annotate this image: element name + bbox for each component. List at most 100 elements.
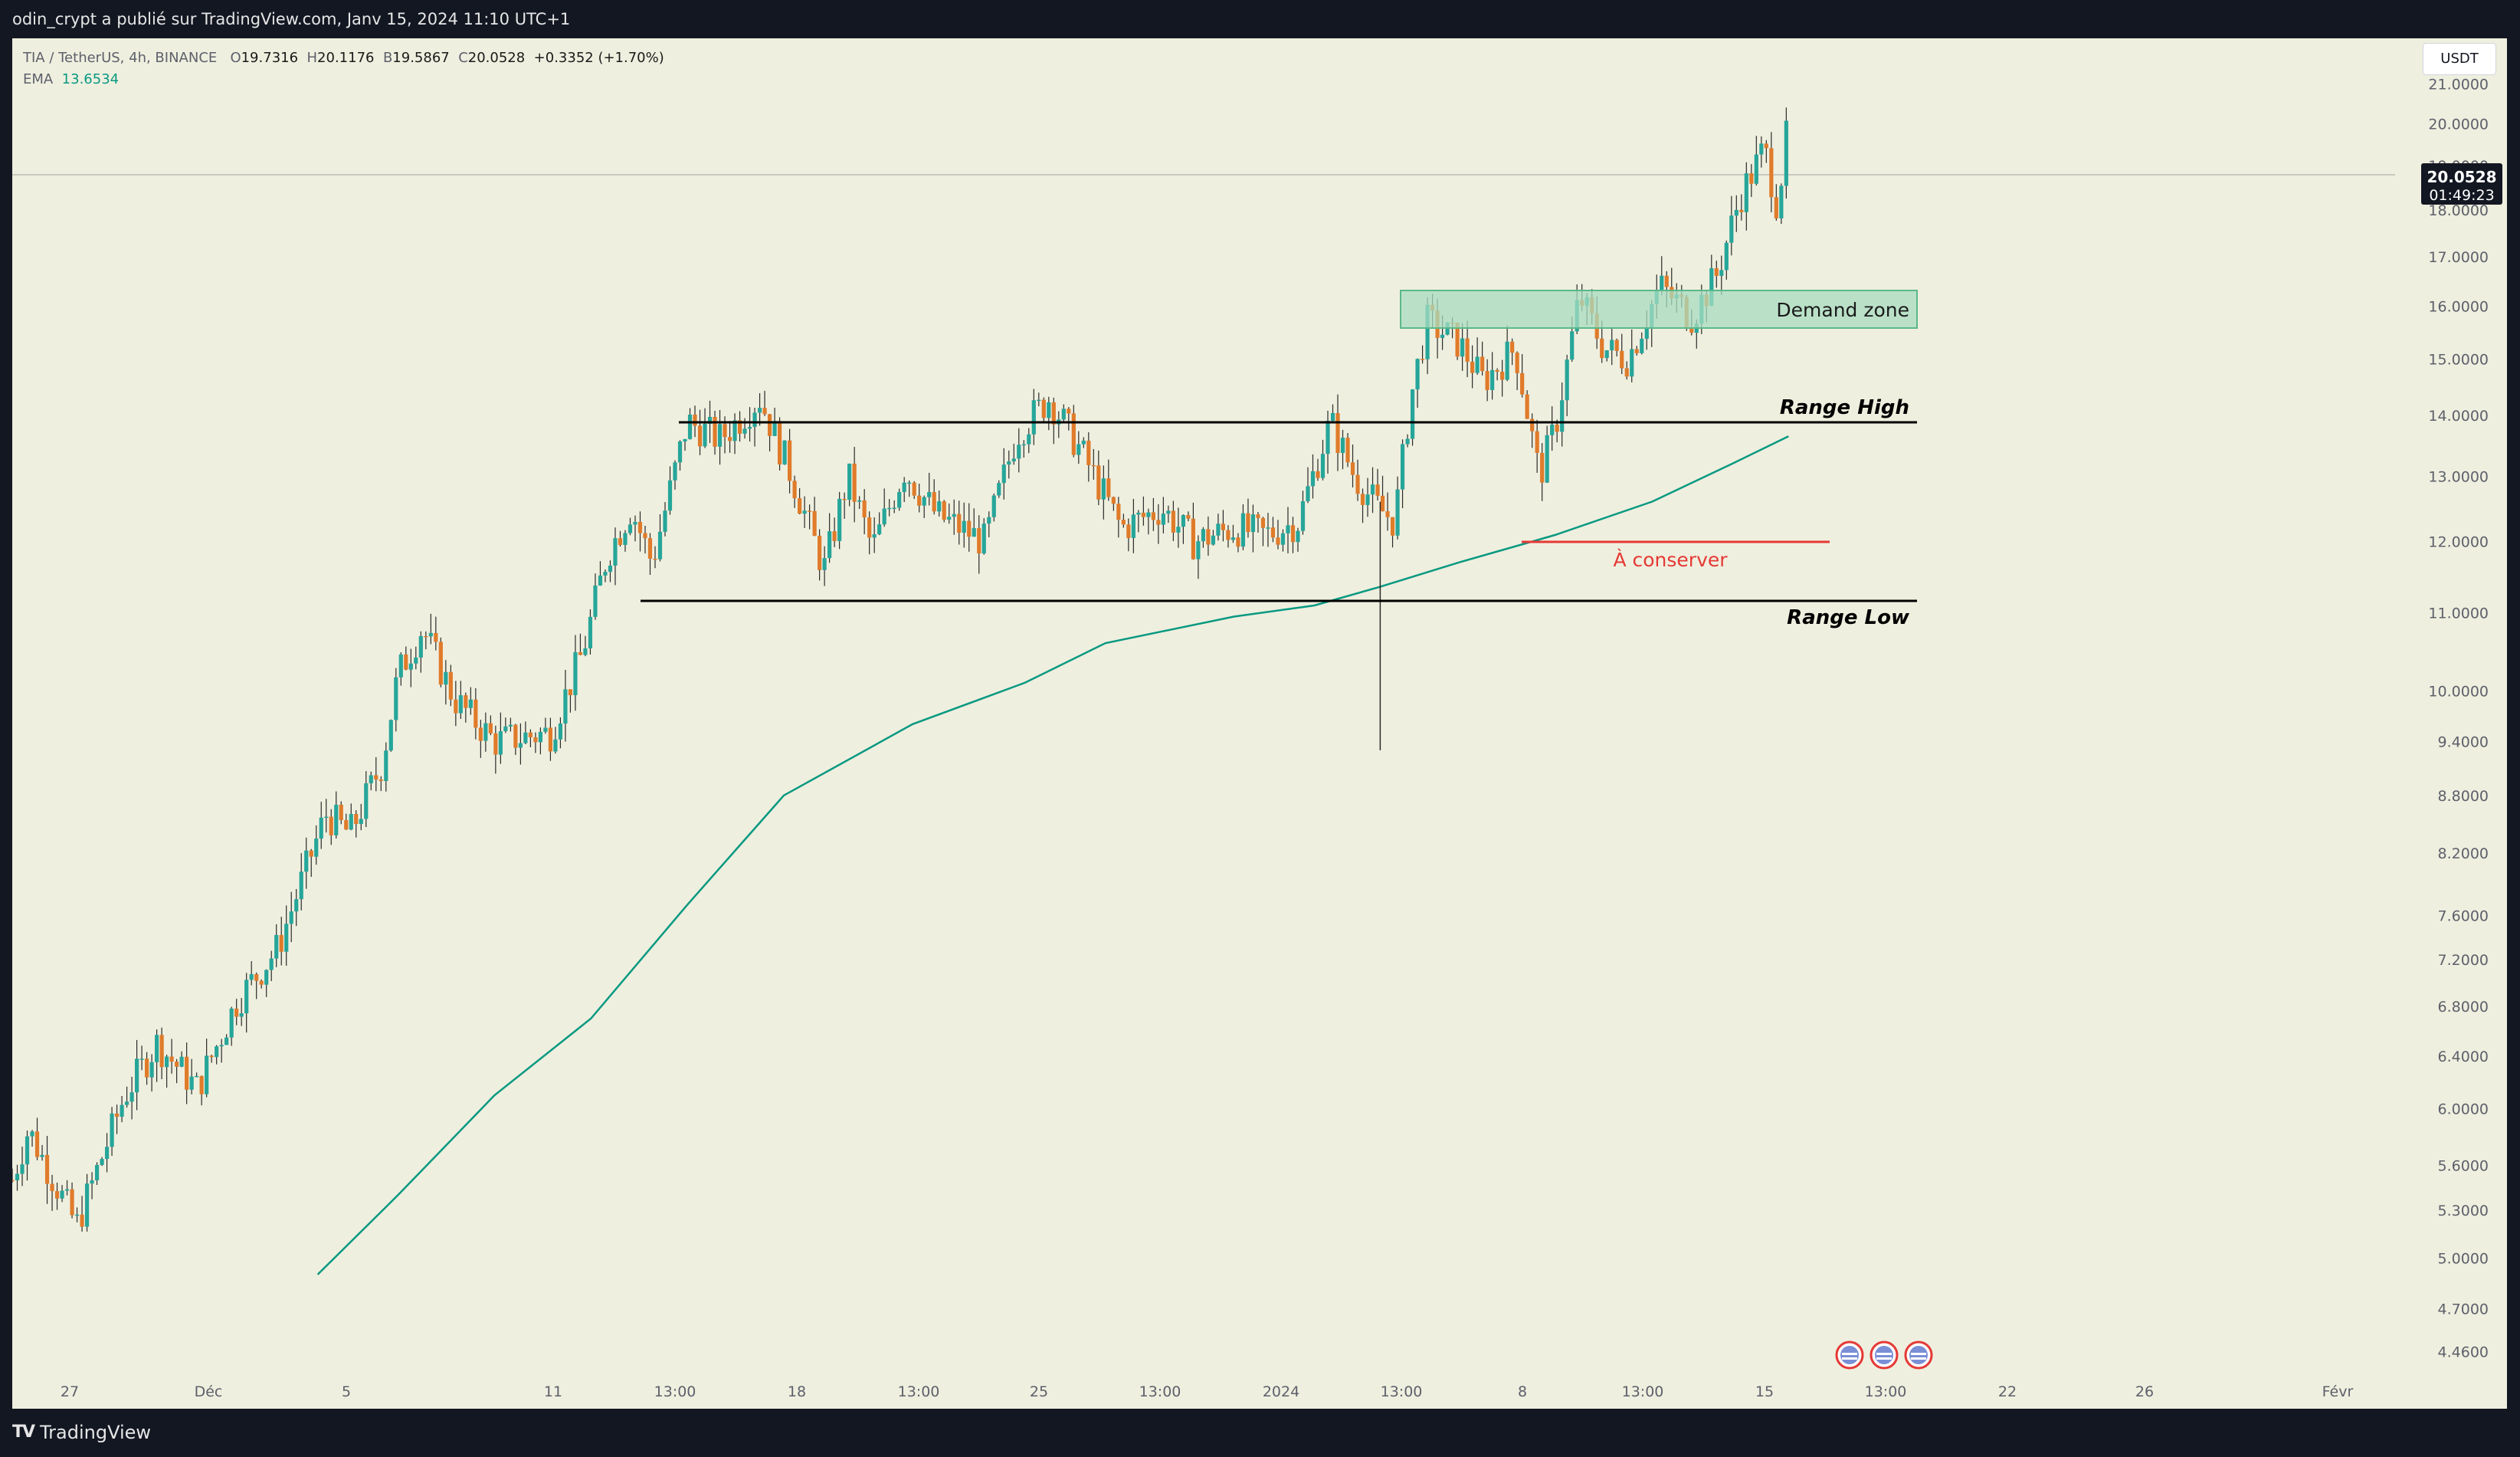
candle [408,648,413,687]
time-tick-label: 13:00 [1865,1383,1907,1400]
price-tick-label: 20.0000 [2428,116,2489,133]
candle [902,477,906,503]
candle [179,1051,184,1068]
candle [697,409,703,455]
price-tick-label: 8.2000 [2438,845,2489,862]
close-value: 20.0528 [467,50,526,66]
symbol-label[interactable]: TIA / TetherUS, 4h, BINANCE [23,50,218,66]
candle [1714,261,1719,288]
candle [40,1144,44,1161]
candle [1640,332,1644,355]
candle [1604,349,1609,362]
candle [798,487,802,515]
us-flag-event-icon[interactable] [1870,1341,1899,1370]
chart-canvas[interactable]: Demand zone Range High Range Low À conse… [12,38,2507,1409]
currency-button[interactable]: USDT [2423,43,2496,75]
candle [1769,132,1774,213]
candle [488,715,493,736]
candle [289,891,293,943]
ema-row: EMA 13.6534 [23,69,664,90]
candle [1116,497,1121,538]
candle [792,475,797,508]
candle [15,1164,20,1191]
candle [205,1039,209,1098]
candle [329,809,333,845]
candle [687,408,693,440]
candle [1231,524,1236,543]
ema-label[interactable]: EMA [23,71,54,87]
candle [1515,351,1519,390]
candle [1724,240,1729,280]
candle [513,724,518,756]
price-tick-label: 7.6000 [2438,907,2489,924]
candle [324,799,329,833]
price-tick-label: 4.7000 [2438,1301,2489,1318]
candle [25,1130,30,1181]
candle [199,1075,204,1106]
candle [1126,518,1131,552]
candle [1206,516,1211,556]
candle [215,1045,219,1065]
candle [767,413,772,451]
candle [1310,454,1316,499]
time-tick-label: 25 [1030,1383,1048,1400]
candle [643,525,647,554]
candle [1146,508,1151,535]
candle [1091,448,1096,480]
price-axis[interactable]: 21.000020.000019.000018.000017.000016.00… [2428,76,2489,1360]
candle [1260,517,1266,546]
tradingview-logo[interactable]: TV TradingView [12,1419,151,1446]
candle [912,481,916,499]
candle [1211,530,1216,546]
candle [787,428,792,494]
price-tick-label: 4.4600 [2438,1344,2489,1360]
candle [1500,359,1505,397]
candle [1630,329,1634,382]
candle [50,1174,54,1211]
candle [478,720,483,758]
price-tick-label: 7.2000 [2438,952,2489,969]
candle [493,725,498,774]
candle [1370,467,1375,514]
candle [369,771,373,791]
candle [558,717,563,749]
candle [623,530,628,552]
price-tick-label: 15.0000 [2428,352,2489,369]
candle [1001,448,1006,500]
candle [1196,535,1201,579]
demand-zone-box[interactable] [1400,290,1918,329]
time-axis[interactable]: 27 Déc 5 11 13:00 18 13:00 25 13:00 2024 13:00 8 13:… [61,1383,2354,1400]
us-flag-event-icon[interactable] [1835,1341,1864,1370]
candle [1071,405,1076,458]
candle [334,791,339,838]
chart-area[interactable]: Demand zone Range High Range Low À conse… [12,38,2507,1409]
candle [418,631,423,673]
candle [434,616,438,651]
range-high-label: Range High [1780,396,1909,419]
candle [633,515,637,542]
candle [444,660,448,705]
tradingview-logo-text: TradingView [40,1422,152,1443]
economic-events[interactable] [1835,1341,1933,1370]
candle [1191,502,1196,560]
publisher-bar: odin_crypt a publié sur TradingView.com,… [0,0,2520,38]
ema-line[interactable] [316,435,1789,1275]
candle [1011,443,1016,465]
candle [972,508,976,537]
candle [1086,432,1091,482]
candle [1350,444,1355,487]
footer-bar: TV TradingView [0,1409,2520,1457]
candle [808,504,812,530]
candle [1495,368,1499,381]
candle [892,500,896,514]
candle [1276,520,1280,550]
us-flag-event-icon[interactable] [1904,1341,1933,1370]
candle [543,717,548,734]
time-tick-label: 13:00 [1139,1383,1181,1400]
candle [94,1162,100,1185]
candle [1385,492,1390,531]
candle [1221,510,1226,542]
candle [1520,354,1525,398]
candle [319,802,323,849]
price-tick-label: 6.8000 [2438,999,2489,1016]
